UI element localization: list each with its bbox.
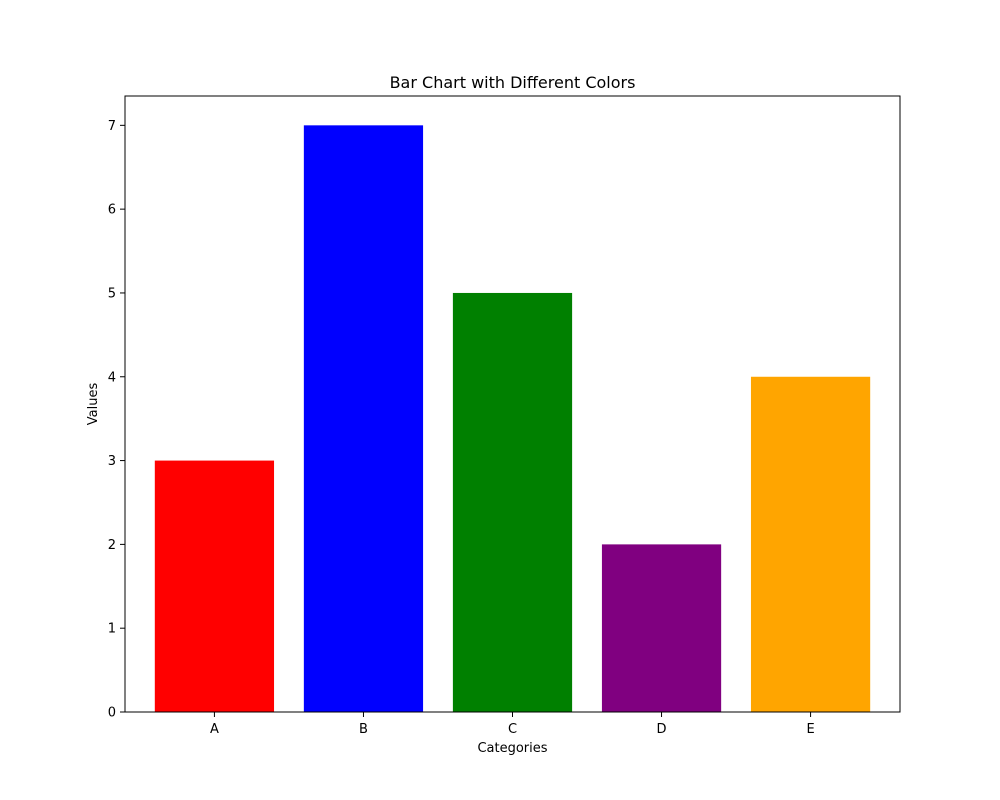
y-axis-label: Values: [86, 383, 101, 426]
y-tick-label: 0: [108, 706, 116, 721]
y-tick-label: 5: [108, 286, 116, 301]
chart-title: Bar Chart with Different Colors: [390, 73, 636, 92]
y-tick-label: 1: [108, 622, 116, 637]
y-tick-label: 2: [108, 538, 116, 553]
x-tick-label: E: [806, 722, 814, 737]
x-tick-label: C: [508, 722, 517, 737]
y-tick-label: 6: [108, 203, 116, 218]
bars-layer: [154, 125, 871, 713]
bar-b: [303, 125, 424, 713]
bar-c: [452, 292, 573, 712]
y-tick-label: 4: [108, 370, 116, 385]
x-axis-label: Categories: [477, 741, 547, 756]
bar-d: [601, 544, 722, 712]
y-ticks: 0 1 2 3 4 5 6 7: [108, 119, 125, 721]
x-tick-label: A: [210, 722, 219, 737]
y-tick-label: 7: [108, 119, 116, 134]
y-tick-label: 3: [108, 454, 116, 469]
bar-a: [154, 460, 275, 712]
x-tick-label: D: [657, 722, 667, 737]
plot-frame: [124, 95, 901, 713]
bar-e: [750, 376, 871, 712]
x-ticks: A B C D E: [210, 712, 815, 737]
x-tick-label: B: [359, 722, 368, 737]
